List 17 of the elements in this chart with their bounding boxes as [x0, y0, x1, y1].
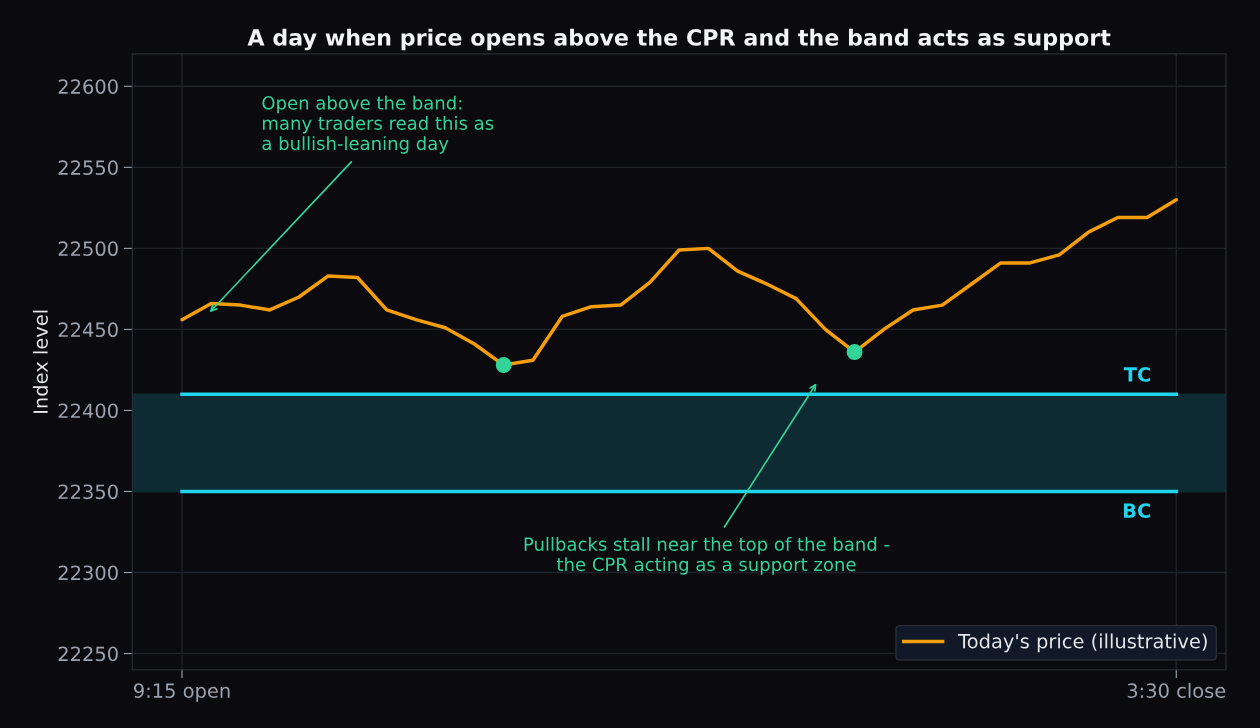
y-tick-label: 22500	[58, 241, 118, 257]
x-tick-label: 9:15 open	[134, 683, 230, 702]
ref-line-label: TC	[1123, 367, 1151, 382]
y-tick-label: 22600	[58, 79, 118, 94]
annotation: Open above the band: many traders read this as a bullish-leaning day	[262, 95, 494, 154]
y-tick-label: 22450	[58, 322, 118, 338]
chart-title: A day when price opens above the CPR and the band acts as support	[247, 28, 1111, 51]
y-tick-label: 22300	[58, 565, 118, 581]
x-tick-label: 3:30 close	[1127, 682, 1226, 699]
y-tick-label: 22250	[58, 646, 118, 662]
legend-label: Today's price (illustrative)	[958, 633, 1207, 653]
annotation: Pullbacks stall near the top of the band - the CPR acting as a support zone	[524, 536, 890, 575]
y-axis-title: Index level	[32, 310, 48, 413]
y-tick-label: 22350	[58, 484, 118, 500]
y-tick-label: 22550	[58, 160, 118, 175]
ref-line-label: BC	[1123, 503, 1151, 518]
y-tick-label: 22400	[58, 403, 118, 419]
